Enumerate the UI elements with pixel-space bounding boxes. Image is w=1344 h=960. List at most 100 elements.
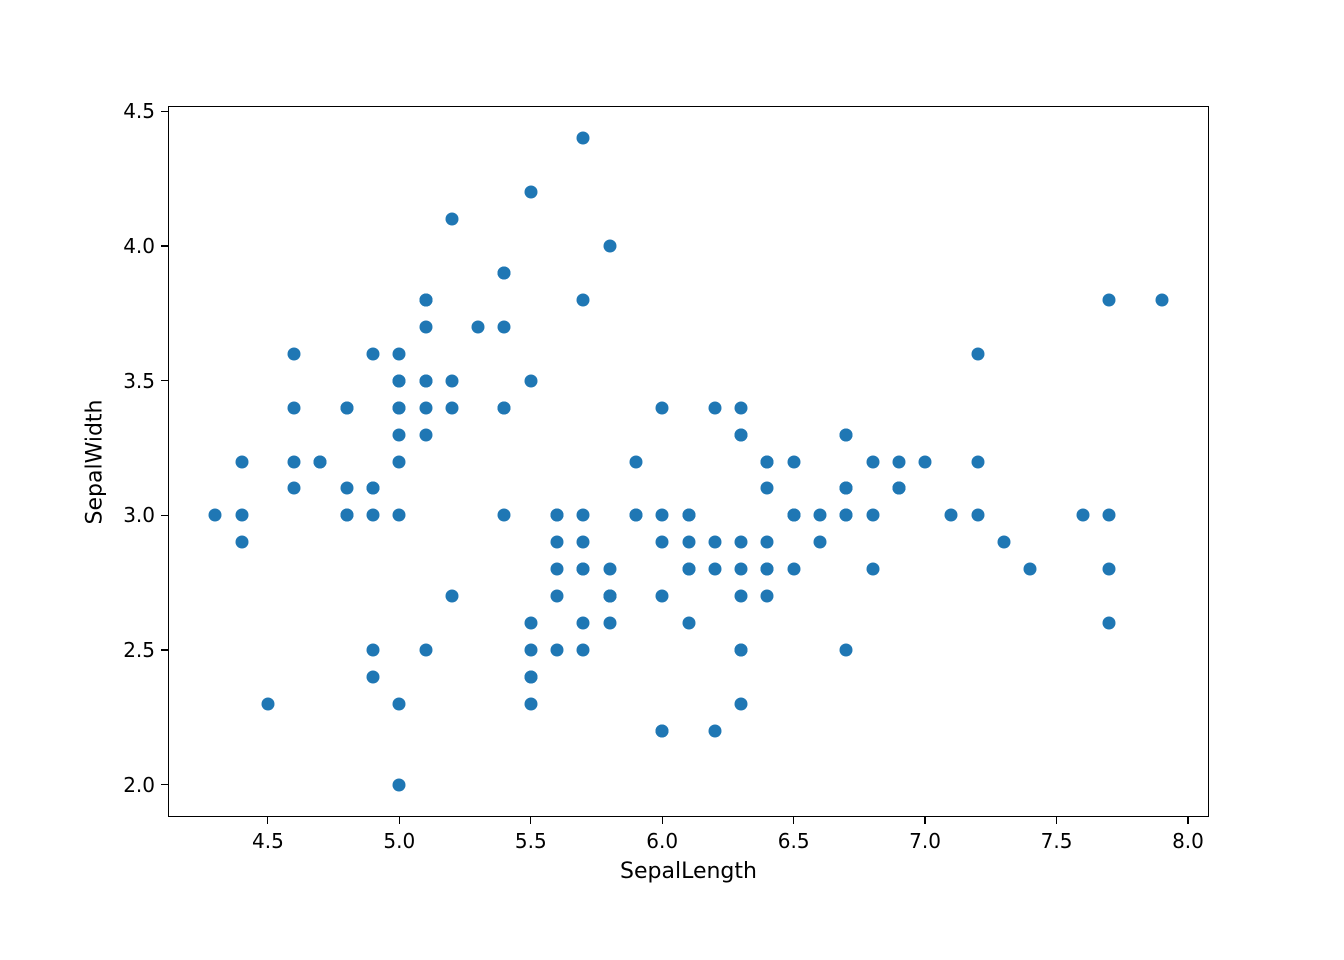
scatter-marker xyxy=(445,213,458,226)
x-tick-label: 4.5 xyxy=(252,829,284,853)
scatter-marker xyxy=(866,563,879,576)
scatter-marker xyxy=(498,509,511,522)
scatter-marker xyxy=(603,563,616,576)
scatter-marker xyxy=(945,509,958,522)
scatter-marker xyxy=(787,563,800,576)
scatter-marker xyxy=(367,482,380,495)
scatter-marker xyxy=(524,697,537,710)
scatter-marker xyxy=(1103,563,1116,576)
x-axis-label: SepalLength xyxy=(620,859,757,884)
scatter-marker xyxy=(1103,617,1116,630)
x-tick-label: 5.5 xyxy=(515,829,547,853)
scatter-marker xyxy=(1103,509,1116,522)
scatter-marker xyxy=(393,428,406,441)
x-tick-mark xyxy=(793,817,794,824)
scatter-marker xyxy=(813,509,826,522)
scatter-marker xyxy=(866,455,879,468)
scatter-marker xyxy=(235,509,248,522)
scatter-marker xyxy=(682,509,695,522)
scatter-marker xyxy=(340,401,353,414)
scatter-marker xyxy=(498,401,511,414)
scatter-marker xyxy=(551,644,564,657)
scatter-marker xyxy=(840,509,853,522)
scatter-marker xyxy=(419,320,432,333)
scatter-marker xyxy=(892,482,905,495)
scatter-marker xyxy=(577,617,590,630)
scatter-marker xyxy=(577,293,590,306)
scatter-marker xyxy=(393,401,406,414)
scatter-marker xyxy=(393,697,406,710)
scatter-marker xyxy=(787,509,800,522)
scatter-marker xyxy=(971,509,984,522)
scatter-marker xyxy=(340,509,353,522)
x-tick-label: 6.5 xyxy=(778,829,810,853)
scatter-marker xyxy=(288,347,301,360)
scatter-marker xyxy=(340,482,353,495)
y-tick-mark xyxy=(161,380,168,381)
scatter-marker xyxy=(997,536,1010,549)
y-tick-mark xyxy=(161,245,168,246)
y-axis-label: SepalWidth xyxy=(83,399,108,524)
scatter-marker xyxy=(1024,563,1037,576)
x-tick-mark xyxy=(1056,817,1057,824)
scatter-figure: SepalLength SepalWidth 4.5 5.0 5.5 6.0 6.5 7.… xyxy=(0,0,1344,960)
scatter-marker xyxy=(1155,293,1168,306)
scatter-marker xyxy=(524,186,537,199)
scatter-marker xyxy=(524,644,537,657)
scatter-marker xyxy=(498,320,511,333)
y-tick-label: 3.0 xyxy=(123,503,155,527)
scatter-marker xyxy=(367,347,380,360)
y-tick-mark xyxy=(161,649,168,650)
scatter-marker xyxy=(445,401,458,414)
scatter-marker xyxy=(577,132,590,145)
scatter-marker xyxy=(682,617,695,630)
scatter-marker xyxy=(656,724,669,737)
scatter-marker xyxy=(761,536,774,549)
scatter-marker xyxy=(603,617,616,630)
scatter-marker xyxy=(551,563,564,576)
scatter-marker xyxy=(735,536,748,549)
scatter-marker xyxy=(656,509,669,522)
scatter-marker xyxy=(524,617,537,630)
scatter-marker xyxy=(761,590,774,603)
scatter-marker xyxy=(551,590,564,603)
x-tick-label: 5.0 xyxy=(383,829,415,853)
scatter-marker xyxy=(735,644,748,657)
x-tick-label: 6.0 xyxy=(646,829,678,853)
scatter-marker xyxy=(288,455,301,468)
scatter-marker xyxy=(524,670,537,683)
scatter-marker xyxy=(735,401,748,414)
y-tick-label: 4.0 xyxy=(123,234,155,258)
scatter-marker xyxy=(708,536,721,549)
scatter-marker xyxy=(708,563,721,576)
x-tick-label: 8.0 xyxy=(1172,829,1204,853)
scatter-marker xyxy=(892,455,905,468)
scatter-marker xyxy=(314,455,327,468)
y-tick-label: 4.5 xyxy=(123,99,155,123)
scatter-marker xyxy=(209,509,222,522)
scatter-marker xyxy=(367,509,380,522)
scatter-marker xyxy=(656,401,669,414)
scatter-marker xyxy=(393,509,406,522)
x-tick-label: 7.0 xyxy=(909,829,941,853)
scatter-marker xyxy=(419,293,432,306)
x-tick-mark xyxy=(924,817,925,824)
scatter-marker xyxy=(393,374,406,387)
scatter-marker xyxy=(761,482,774,495)
scatter-marker xyxy=(419,644,432,657)
scatter-marker xyxy=(813,536,826,549)
scatter-marker xyxy=(866,509,879,522)
scatter-marker xyxy=(393,778,406,791)
scatter-marker xyxy=(577,563,590,576)
scatter-marker xyxy=(577,536,590,549)
x-tick-mark xyxy=(399,817,400,824)
scatter-marker xyxy=(840,482,853,495)
y-tick-label: 2.0 xyxy=(123,773,155,797)
scatter-marker xyxy=(445,374,458,387)
scatter-marker xyxy=(472,320,485,333)
scatter-marker xyxy=(682,563,695,576)
scatter-marker xyxy=(603,590,616,603)
y-tick-label: 2.5 xyxy=(123,638,155,662)
scatter-marker xyxy=(235,536,248,549)
scatter-marker xyxy=(288,482,301,495)
